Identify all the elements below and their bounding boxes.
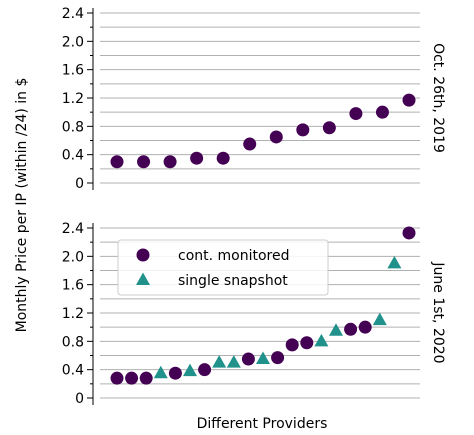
y-tick-label: 1.2 [62, 306, 84, 322]
point [139, 371, 153, 385]
series [110, 226, 416, 385]
y-tick-label: 0 [75, 176, 84, 192]
point [296, 123, 310, 137]
legend: cont. monitored single snapshot [117, 239, 329, 296]
y-tick-label: 2.0 [62, 34, 84, 50]
point [216, 151, 230, 165]
point [344, 322, 358, 336]
point [358, 320, 372, 334]
point [314, 333, 329, 347]
point [402, 93, 416, 107]
y-tick-label: 2.4 [62, 6, 84, 22]
point [212, 355, 227, 368]
y-tick-label: 1.2 [62, 91, 84, 107]
point [163, 155, 177, 169]
point [198, 363, 212, 377]
point [125, 371, 139, 385]
side-title: Oct. 26th, 2019 [430, 43, 446, 153]
y-tick-label: 0.8 [62, 334, 84, 350]
point [136, 248, 150, 262]
point [241, 352, 255, 366]
point [271, 351, 285, 365]
y-tick-label: 0.4 [62, 363, 84, 379]
point [402, 226, 416, 240]
legend-label: single snapshot [178, 273, 288, 289]
point [190, 151, 204, 165]
y-tick-label: 1.6 [62, 278, 84, 294]
x-axis-label: Different Providers [197, 416, 328, 432]
point [300, 336, 314, 350]
legend-box [117, 239, 329, 296]
point [110, 155, 124, 169]
y-tick-label: 0 [75, 391, 84, 407]
point [137, 155, 151, 169]
series [110, 93, 416, 169]
legend-label: cont. monitored [178, 248, 290, 264]
y-tick-label: 0.8 [62, 119, 84, 135]
y-tick-label: 1.6 [62, 63, 84, 79]
point [183, 363, 197, 377]
point [136, 272, 150, 285]
y-tick-label: 2.4 [62, 221, 84, 237]
point [243, 137, 257, 151]
point [153, 365, 168, 379]
y-tick-label: 2.0 [62, 249, 84, 265]
point [387, 255, 402, 269]
point [269, 130, 283, 144]
side-title: June 1st, 2020 [430, 261, 446, 363]
point [226, 355, 241, 368]
point [329, 323, 343, 336]
point [372, 312, 387, 326]
point [349, 107, 363, 121]
series [153, 255, 402, 379]
point [285, 338, 299, 352]
point [322, 121, 336, 135]
y-axis-label: Monthly Price per IP (within /24) in $ [14, 78, 30, 333]
point [256, 351, 270, 365]
point [375, 105, 389, 119]
point [110, 371, 124, 385]
point [168, 366, 182, 380]
y-tick-label: 0.4 [62, 148, 84, 164]
